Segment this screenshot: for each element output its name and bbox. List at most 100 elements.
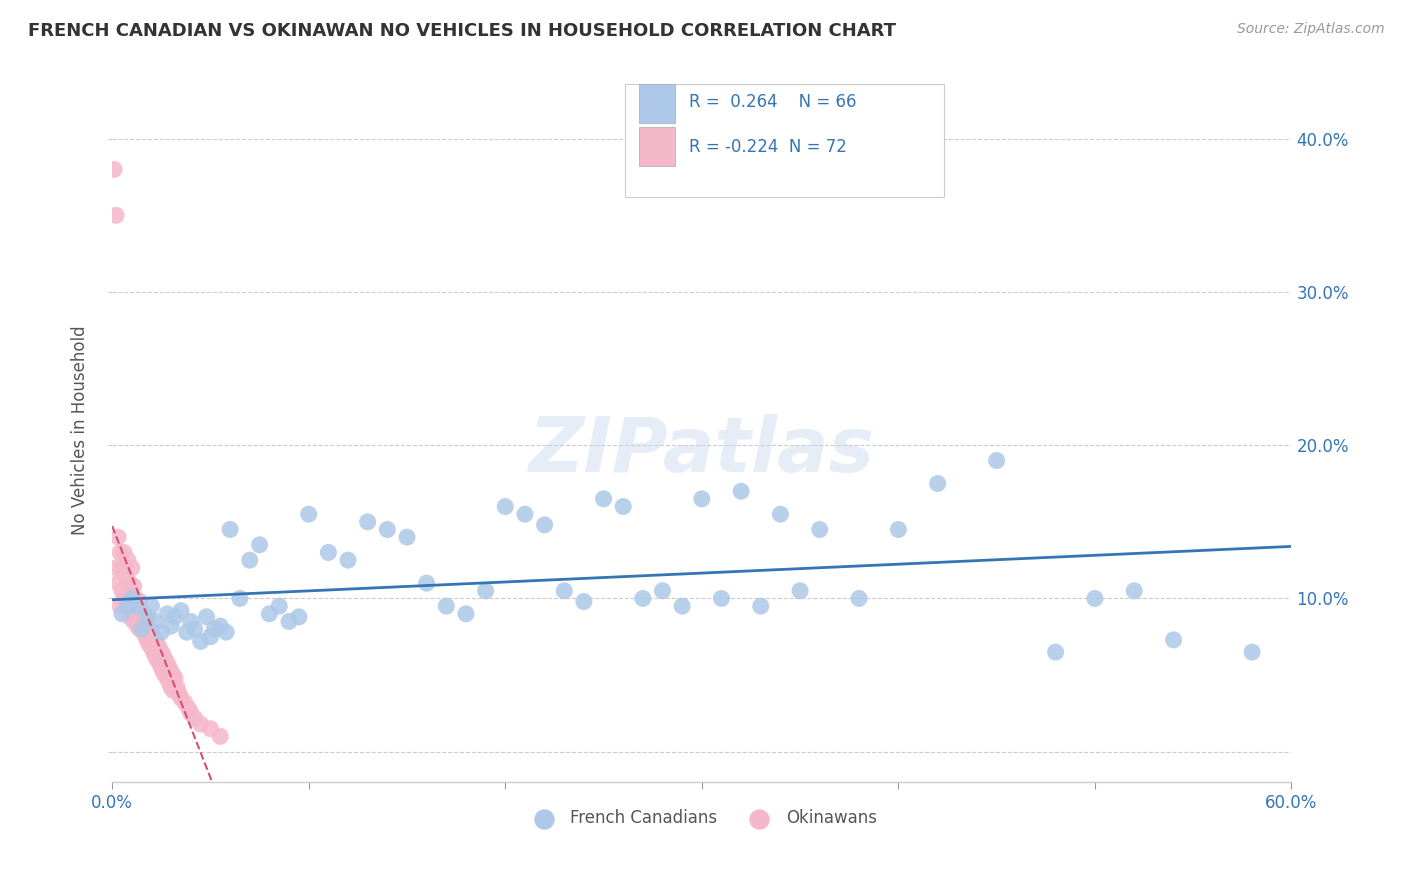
Point — [177, 702, 200, 716]
Point — [107, 530, 129, 544]
Point — [167, 686, 190, 700]
Point — [128, 622, 150, 636]
Point — [107, 576, 129, 591]
Point — [183, 711, 205, 725]
Point — [156, 607, 179, 621]
Point — [1163, 632, 1185, 647]
Point — [132, 625, 155, 640]
Point — [749, 599, 772, 614]
Point — [131, 604, 153, 618]
Point — [150, 660, 173, 674]
Point — [150, 625, 173, 640]
Point — [131, 615, 153, 629]
Point — [209, 619, 232, 633]
Point — [165, 610, 187, 624]
Point — [155, 668, 177, 682]
Point — [162, 668, 184, 682]
Point — [131, 622, 153, 636]
Point — [146, 653, 169, 667]
Point — [141, 599, 163, 614]
FancyBboxPatch shape — [626, 85, 943, 197]
Point — [229, 591, 252, 606]
Point — [219, 523, 242, 537]
Point — [1084, 591, 1107, 606]
Point — [121, 599, 143, 614]
Point — [155, 653, 177, 667]
Point — [375, 523, 398, 537]
Point — [278, 615, 301, 629]
Point — [141, 640, 163, 655]
Point — [160, 681, 183, 695]
Point — [145, 649, 167, 664]
Point — [136, 619, 159, 633]
Point — [513, 507, 536, 521]
Point — [160, 665, 183, 679]
Point — [111, 607, 134, 621]
Legend: French Canadians, Okinawans: French Canadians, Okinawans — [520, 803, 883, 834]
Point — [183, 622, 205, 636]
Point — [108, 545, 131, 559]
Point — [148, 640, 170, 655]
Point — [454, 607, 477, 621]
Point — [121, 561, 143, 575]
Point — [474, 583, 496, 598]
Point — [808, 523, 831, 537]
Point — [170, 604, 193, 618]
Point — [173, 696, 195, 710]
Point — [146, 637, 169, 651]
Point — [105, 208, 128, 222]
Point — [127, 619, 149, 633]
Point — [117, 591, 139, 606]
Point — [848, 591, 870, 606]
Point — [145, 615, 167, 629]
Point — [195, 610, 218, 624]
Point — [592, 491, 614, 506]
Point — [209, 730, 232, 744]
Point — [494, 500, 516, 514]
Point — [128, 594, 150, 608]
Point — [690, 491, 713, 506]
Point — [127, 599, 149, 614]
Point — [162, 683, 184, 698]
Text: R = -0.224  N = 72: R = -0.224 N = 72 — [689, 137, 846, 155]
Point — [108, 599, 131, 614]
Bar — [640, 127, 675, 166]
Bar — [640, 85, 675, 123]
Point — [111, 583, 134, 598]
Point — [200, 630, 222, 644]
Point — [112, 591, 135, 606]
Point — [135, 630, 157, 644]
Text: Source: ZipAtlas.com: Source: ZipAtlas.com — [1237, 22, 1385, 37]
Text: ZIPatlas: ZIPatlas — [529, 414, 875, 488]
Point — [927, 476, 949, 491]
Point — [125, 599, 148, 614]
Point — [395, 530, 418, 544]
Point — [150, 645, 173, 659]
Point — [200, 722, 222, 736]
Point — [142, 645, 165, 659]
Point — [125, 591, 148, 606]
Text: FRENCH CANADIAN VS OKINAWAN NO VEHICLES IN HOUSEHOLD CORRELATION CHART: FRENCH CANADIAN VS OKINAWAN NO VEHICLES … — [28, 22, 896, 40]
Point — [1241, 645, 1264, 659]
Point — [553, 583, 575, 598]
Point — [239, 553, 262, 567]
Point — [1045, 645, 1067, 659]
Point — [434, 599, 457, 614]
Point — [165, 671, 187, 685]
Point — [318, 545, 340, 559]
Point — [105, 561, 128, 575]
Point — [135, 615, 157, 629]
Point — [112, 545, 135, 559]
Point — [298, 507, 321, 521]
Point — [357, 515, 380, 529]
Point — [115, 599, 138, 614]
Point — [986, 453, 1008, 467]
Point — [111, 561, 134, 575]
Point — [141, 625, 163, 640]
Point — [710, 591, 733, 606]
Point — [259, 607, 281, 621]
Point — [671, 599, 693, 614]
Point — [337, 553, 360, 567]
Point — [215, 625, 238, 640]
Point — [180, 706, 202, 721]
